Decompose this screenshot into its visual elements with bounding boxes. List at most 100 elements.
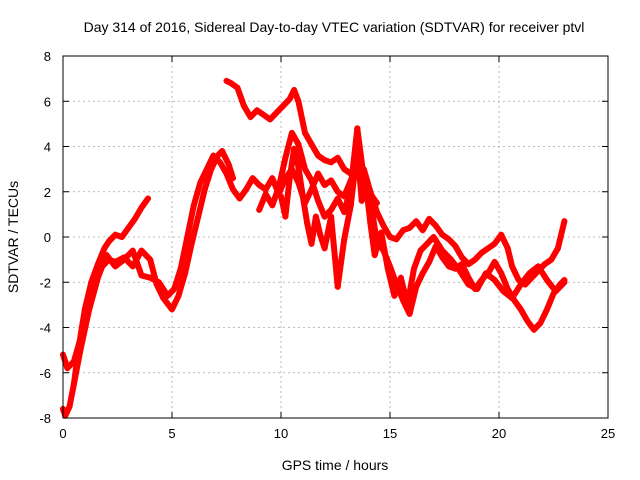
data-point [138, 204, 145, 211]
data-point [70, 381, 77, 388]
y-tick-label: -8 [39, 411, 51, 426]
data-point [171, 286, 178, 293]
y-tick-label: 0 [44, 230, 51, 245]
data-point [230, 186, 237, 193]
data-point [118, 234, 125, 240]
data-point [138, 272, 145, 279]
data-point [548, 256, 555, 263]
data-point [147, 256, 154, 263]
data-point [465, 281, 472, 288]
data-point [254, 107, 261, 114]
data-point [249, 175, 256, 182]
data-point [190, 202, 197, 209]
data-point [223, 77, 230, 84]
data-point [535, 263, 542, 270]
data-point [288, 129, 295, 136]
data-point [227, 80, 234, 87]
data-point [278, 193, 284, 200]
trace-4-line [223, 77, 568, 288]
data-point [543, 276, 550, 283]
data-point [304, 220, 311, 227]
data-point [177, 265, 184, 272]
data-point [397, 274, 404, 281]
data-point [275, 184, 282, 191]
x-tick-label: 25 [601, 426, 615, 441]
data-point [121, 256, 128, 263]
data-point [419, 227, 426, 234]
data-point [341, 166, 348, 173]
data-point [334, 195, 341, 202]
data-point [234, 84, 241, 91]
y-tick-label: 8 [44, 49, 51, 64]
x-tick-label: 0 [59, 426, 66, 441]
x-tick-label: 5 [168, 426, 175, 441]
data-point [321, 245, 328, 252]
data-point [432, 222, 439, 229]
data-point [86, 306, 93, 313]
data-point [312, 213, 319, 220]
data-point [491, 240, 498, 247]
data-point [406, 224, 413, 231]
data-point [169, 306, 175, 313]
data-point [378, 229, 385, 236]
data-point [541, 261, 548, 268]
data-series [60, 77, 568, 419]
data-point [286, 95, 293, 102]
data-point [164, 292, 171, 299]
data-point [247, 114, 254, 121]
data-point [482, 270, 489, 277]
data-point [354, 125, 361, 132]
data-point [354, 145, 361, 152]
data-point [315, 170, 322, 177]
data-point [295, 163, 302, 170]
data-point [175, 292, 182, 299]
data-point [112, 231, 119, 238]
data-point [112, 263, 119, 270]
data-point [334, 188, 341, 195]
data-point [282, 154, 289, 161]
data-point [315, 197, 322, 204]
data-point [439, 254, 446, 261]
chart-title: Day 314 of 2016, Sidereal Day-to-day VTE… [84, 19, 585, 35]
data-point [491, 258, 498, 265]
data-point [439, 231, 446, 238]
data-point [295, 98, 302, 105]
data-point [308, 240, 315, 247]
data-point [328, 177, 335, 184]
data-point [363, 181, 370, 188]
y-tick-label: 2 [44, 185, 51, 200]
data-point [500, 288, 507, 295]
data-point [77, 347, 84, 354]
y-tick-label: -6 [39, 366, 51, 381]
data-point [391, 292, 398, 299]
data-point [341, 236, 348, 243]
data-point [358, 197, 365, 204]
data-point [155, 279, 162, 286]
data-point [517, 281, 524, 288]
data-point [223, 170, 230, 177]
data-point [201, 186, 208, 193]
data-point [236, 195, 243, 202]
data-point [439, 247, 446, 254]
data-point [129, 263, 136, 270]
y-tick-label: 4 [44, 140, 51, 155]
data-point [243, 186, 250, 193]
data-point [474, 286, 481, 293]
data-point [260, 111, 267, 118]
data-point [400, 227, 407, 234]
data-point [387, 234, 393, 240]
data-point [341, 209, 348, 216]
data-point [299, 193, 306, 200]
data-point [160, 295, 167, 302]
data-point [269, 175, 276, 182]
data-point [472, 256, 479, 263]
data-point [321, 157, 328, 164]
data-point [561, 218, 568, 225]
data-point [524, 317, 531, 324]
data-point [367, 220, 374, 227]
y-tick-label: -2 [39, 275, 51, 290]
trace-3-line [70, 152, 380, 388]
data-point [321, 213, 328, 220]
data-point [129, 247, 136, 254]
data-point [105, 238, 112, 245]
